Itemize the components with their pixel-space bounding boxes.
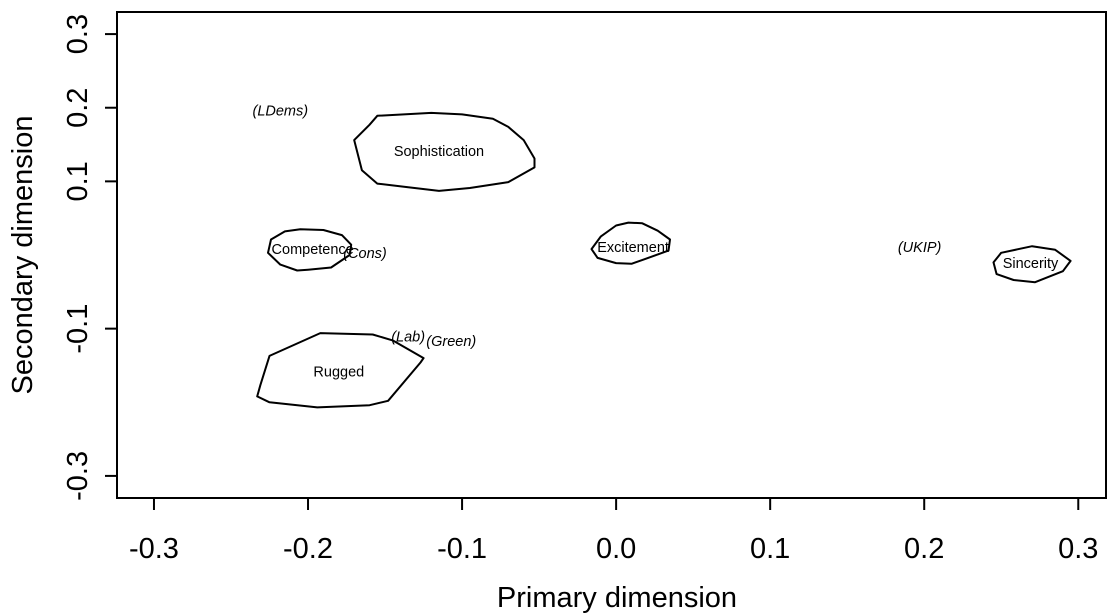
party-label: (Lab) [391,330,425,346]
party-label: (UKIP) [898,240,942,256]
party-label: (Green) [426,334,476,350]
hull-sincerity [992,245,1072,284]
y-axis-label: Secondary dimension [7,116,39,395]
y-tick-label: 0.2 [62,88,94,128]
hull-label: Competence [272,242,354,258]
x-axis-label: Primary dimension [497,582,737,614]
x-tick-label: 0.2 [904,533,944,565]
x-tick-label: -0.1 [437,533,487,565]
y-tick-label: 0.3 [62,14,94,54]
x-tick-label: -0.2 [283,533,333,565]
hull-excitement [590,221,671,265]
hull-rugged [256,332,425,409]
x-tick-label: -0.3 [129,533,179,565]
x-tick-label: 0.1 [750,533,790,565]
hull-competence [267,228,353,272]
hull-label: Excitement [597,240,669,256]
party-label: (LDems) [252,104,308,120]
hull-label: Sophistication [394,144,484,160]
x-axis: -0.3 -0.2 -0.1 0.0 0.1 0.2 0.3 [129,497,1098,565]
x-tick-label: 0.3 [1058,533,1098,565]
hull-sophistication [353,111,536,192]
y-tick-label: 0.1 [62,161,94,201]
y-axis: -0.3 -0.1 0.1 0.2 0.3 [62,14,118,501]
party-label: (Cons) [343,246,387,262]
x-tick-label: 0.0 [596,533,636,565]
party-points: (LDems) (Cons) (UKIP) (Lab) (Green) [252,104,941,350]
y-tick-label: -0.3 [62,451,94,501]
hull-label: Rugged [313,364,364,380]
y-tick-label: -0.1 [62,304,94,354]
hull-label: Sincerity [1003,256,1059,272]
dimension-hulls: Sophistication Competence Excitement Sincer… [256,111,1072,409]
